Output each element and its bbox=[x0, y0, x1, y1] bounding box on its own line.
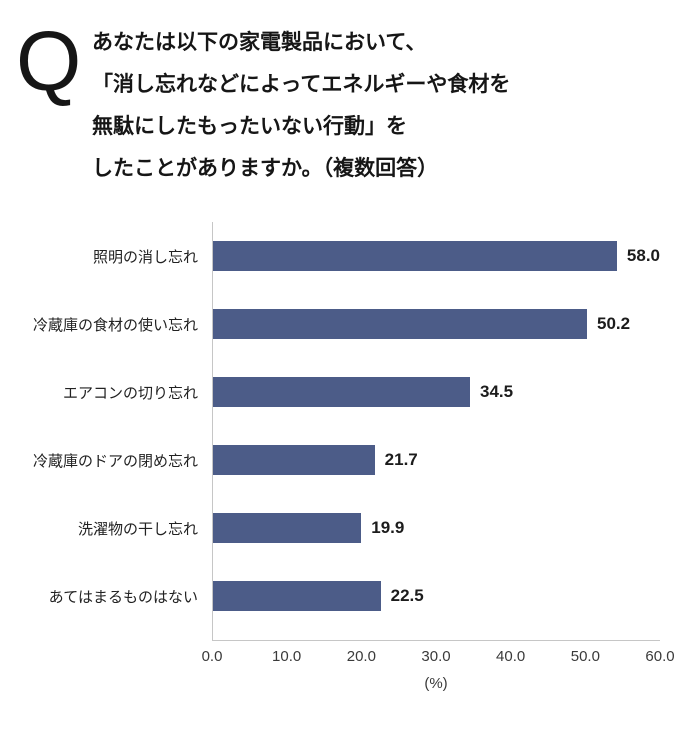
bar bbox=[213, 445, 375, 475]
question-header: Q あなたは以下の家電製品において、 「消し忘れなどによってエネルギーや食材を … bbox=[0, 0, 686, 190]
bar-row: 21.7 bbox=[213, 426, 660, 494]
axis-spacer bbox=[12, 667, 212, 692]
value-label: 58.0 bbox=[626, 246, 660, 265]
x-tick-label: 0.0 bbox=[201, 648, 223, 665]
bar bbox=[213, 513, 362, 543]
question-text: あなたは以下の家電製品において、 「消し忘れなどによってエネルギーや食材を 無駄… bbox=[92, 22, 510, 190]
x-tick-label: 50.0 bbox=[570, 648, 600, 665]
category-label: 照明の消し忘れ bbox=[92, 248, 198, 266]
x-tick-label: 40.0 bbox=[496, 648, 526, 665]
bar bbox=[213, 377, 471, 407]
bar-row: 19.9 bbox=[213, 494, 660, 562]
bar bbox=[213, 581, 381, 611]
category-labels: 照明の消し忘れ冷蔵庫の食材の使い忘れエアコンの切り忘れ冷蔵庫のドアの閉め忘れ洗濯… bbox=[12, 222, 212, 641]
q-mark: Q bbox=[16, 14, 82, 108]
bar bbox=[213, 241, 617, 271]
bar bbox=[213, 309, 587, 339]
axis-spacer bbox=[12, 641, 212, 667]
x-axis-title-row: (%) bbox=[12, 667, 660, 692]
chart-grid: 照明の消し忘れ冷蔵庫の食材の使い忘れエアコンの切り忘れ冷蔵庫のドアの閉め忘れ洗濯… bbox=[12, 222, 660, 641]
x-tick-label: 20.0 bbox=[346, 648, 376, 665]
category-label: エアコンの切り忘れ bbox=[62, 384, 198, 402]
x-axis: 0.0 10.0 20.0 30.0 40.0 50.0 60.0 bbox=[12, 641, 675, 667]
question-line-1: あなたは以下の家電製品において、 bbox=[92, 31, 427, 54]
x-tick-label: 60.0 bbox=[645, 648, 675, 665]
value-label: 50.2 bbox=[596, 314, 631, 333]
value-label: 22.5 bbox=[390, 586, 424, 605]
chart-rows: 58.0 50.2 34.5 21.7 19.9 22.5 bbox=[212, 222, 660, 641]
category-label: 洗濯物の干し忘れ bbox=[77, 520, 198, 538]
bar-row: 58.0 bbox=[213, 222, 660, 290]
question-line-2: 「消し忘れなどによってエネルギーや食材を bbox=[92, 73, 511, 96]
x-tick-label: 30.0 bbox=[421, 648, 451, 665]
value-label: 21.7 bbox=[384, 450, 418, 469]
x-tick-label: 10.0 bbox=[272, 648, 302, 665]
bar-row: 50.2 bbox=[213, 290, 660, 358]
question-line-3: 無駄にしたもったいない行動」を bbox=[92, 115, 407, 138]
value-label: 34.5 bbox=[480, 382, 514, 401]
x-axis-ticks: 0.0 10.0 20.0 30.0 40.0 50.0 60.0 bbox=[202, 641, 675, 667]
value-label: 19.9 bbox=[371, 518, 405, 537]
x-axis-title: (%) bbox=[424, 675, 448, 692]
category-label: 冷蔵庫のドアの閉め忘れ bbox=[32, 452, 198, 470]
category-label: 冷蔵庫の食材の使い忘れ bbox=[32, 316, 198, 334]
bar-row: 34.5 bbox=[213, 358, 660, 426]
bar-row: 22.5 bbox=[213, 562, 660, 630]
question-line-4: したことがありますか。（複数回答） bbox=[92, 157, 439, 180]
horizontal-bar-chart: 照明の消し忘れ冷蔵庫の食材の使い忘れエアコンの切り忘れ冷蔵庫のドアの閉め忘れ洗濯… bbox=[0, 222, 686, 692]
category-label: あてはまるものはない bbox=[48, 588, 198, 606]
